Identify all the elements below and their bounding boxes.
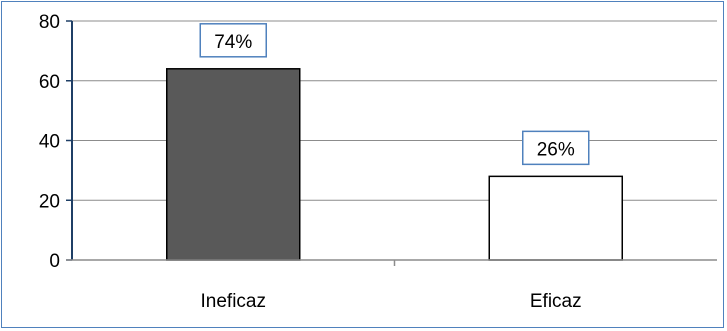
x-tick-label-ineficaz: Ineficaz [201, 291, 266, 312]
bar-eficaz [488, 175, 623, 261]
x-tick-label-eficaz: Eficaz [530, 291, 582, 312]
data-label-ineficaz: 74% [214, 32, 252, 53]
data-label-eficaz: 26% [537, 139, 575, 160]
y-tick-label: 40 [39, 132, 60, 153]
y-tick-label: 0 [49, 251, 60, 272]
data-label-box-ineficaz [199, 23, 267, 58]
labels: 0 20 40 60 80 Ineficaz 74% Eficaz 26% [39, 12, 590, 312]
bar-ineficaz [166, 68, 301, 261]
data-label-box-eficaz [522, 130, 590, 166]
y-tick-label: 60 [39, 72, 60, 93]
y-tick-label: 20 [39, 191, 60, 212]
y-tick-label: 80 [39, 12, 60, 33]
axes [66, 20, 717, 266]
